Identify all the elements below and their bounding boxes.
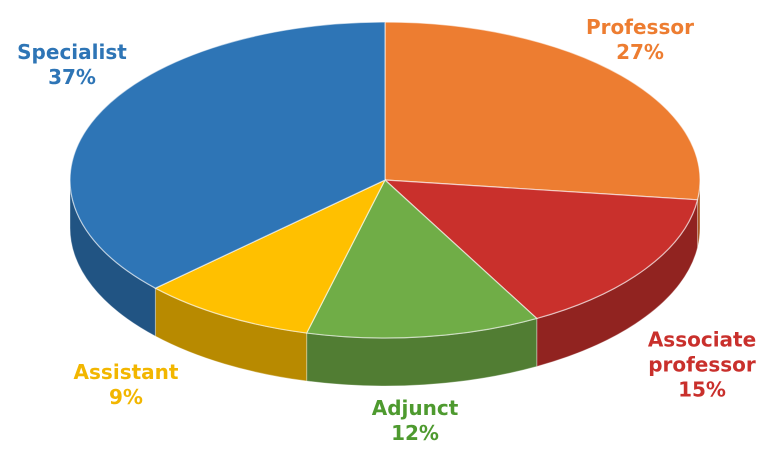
slice-label: Adjunct 12% (345, 396, 485, 446)
slice-name: Adjunct (371, 396, 459, 420)
slice (69, 21, 386, 289)
slice-percent: 15% (678, 377, 726, 402)
slice-name: Professor (586, 15, 694, 39)
slice-name: Assistant (73, 360, 179, 384)
slice (154, 178, 387, 334)
slice-percent: 27% (616, 40, 664, 64)
slice (383, 179, 699, 320)
slice-label: Associate professor 15% (632, 328, 770, 403)
slice (384, 21, 701, 201)
slice-label: Assistant 9% (56, 360, 196, 410)
slice-percent: 37% (48, 65, 96, 89)
slice-percent: 9% (109, 385, 143, 409)
slice (305, 179, 538, 339)
slice-percent: 12% (391, 421, 439, 445)
slice-name: Associate professor (647, 327, 757, 377)
slice-label: Professor 27% (570, 15, 710, 65)
slice-name: Specialist (17, 40, 127, 64)
slice-label: Specialist 37% (2, 40, 142, 90)
